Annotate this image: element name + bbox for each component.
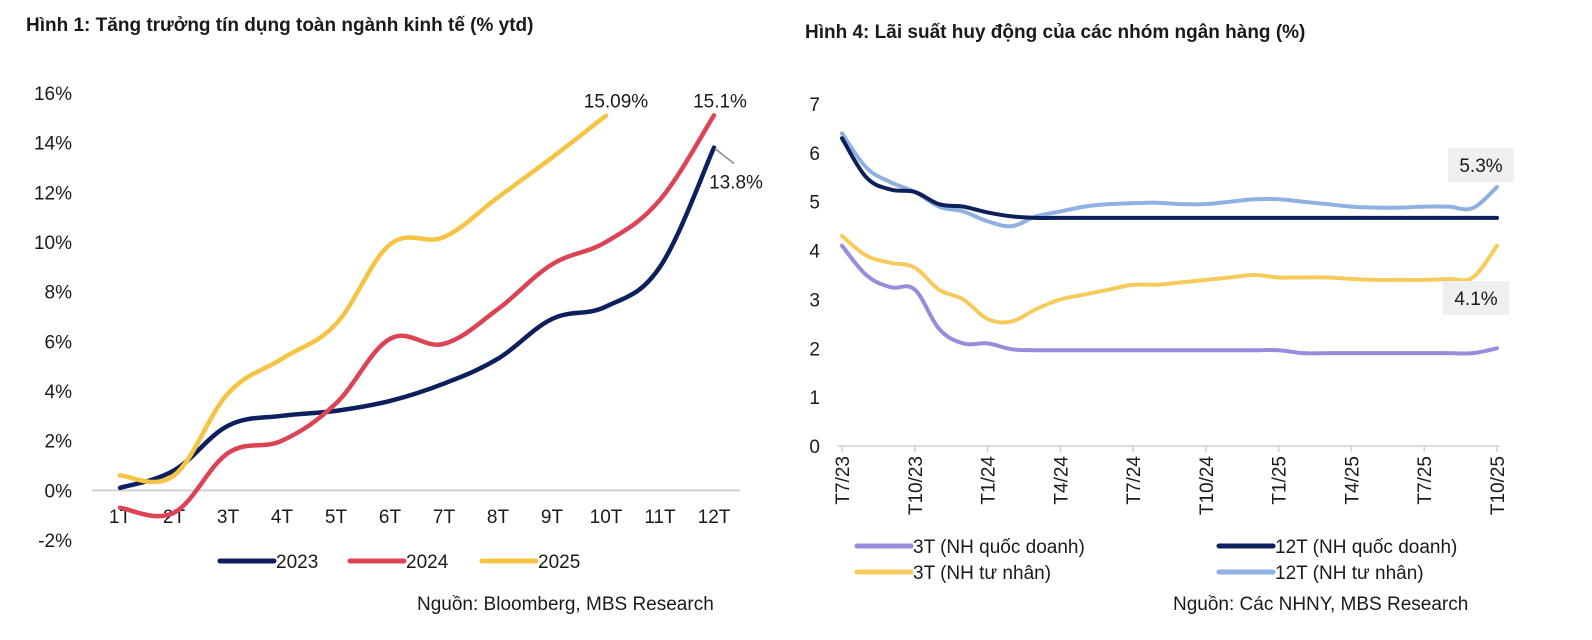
chart2-x-tick: T1/25 xyxy=(1270,456,1291,505)
chart1-x-tick: 9T xyxy=(541,507,564,528)
chart1-y-tick: 0% xyxy=(45,481,73,502)
chart1-x-tick: 10T xyxy=(590,507,623,528)
chart1-title: Hình 1: Tăng trưởng tín dụng toàn ngành … xyxy=(26,15,534,36)
chart2-legend-label: 12T (NH quốc doanh) xyxy=(1275,537,1457,558)
chart2-x-tick: T7/24 xyxy=(1124,456,1145,505)
chart1-series-line-2024 xyxy=(117,113,717,519)
chart2-data-label-box xyxy=(1448,148,1514,182)
chart2-legend-label: 3T (NH quốc doanh) xyxy=(913,537,1085,558)
chart1-x-tick: 3T xyxy=(217,507,240,528)
chart2-title: Hình 4: Lãi suất huy động của các nhóm n… xyxy=(805,22,1306,43)
chart2-y-tick: 7 xyxy=(809,95,820,116)
chart1-x-tick: 8T xyxy=(487,507,510,528)
chart1-data-label: 13.8% xyxy=(709,173,763,194)
chart1-x-tick: 11T xyxy=(644,507,676,528)
chart2-x-tick: T7/23 xyxy=(833,456,854,505)
chart1-y-tick: 14% xyxy=(34,134,72,155)
chart2-series-line-12t-nh-qu-c-doanh xyxy=(840,136,1499,220)
chart2-x-tick: T10/23 xyxy=(906,456,927,515)
chart2-x-tick: T4/25 xyxy=(1342,456,1363,505)
chart2-y-tick: 6 xyxy=(809,144,820,165)
chart2-legend-label: 12T (NH tư nhân) xyxy=(1275,563,1424,584)
chart1-legend-label: 2025 xyxy=(538,552,580,573)
chart2-x-tick: T7/25 xyxy=(1415,456,1436,505)
chart2-series-line-3t-nh-t-nh-n xyxy=(840,233,1499,325)
chart1-data-label: 15.1% xyxy=(693,91,747,112)
chart2-y-tick: 4 xyxy=(809,242,820,263)
chart2-data-label: 5.3% xyxy=(1459,156,1502,177)
chart1-x-tick: 6T xyxy=(379,507,402,528)
chart1-x-tick: 2T xyxy=(163,507,186,528)
chart1-y-tick: -2% xyxy=(38,531,72,552)
chart1-x-tick: 1T xyxy=(109,507,132,528)
chart2-x-tick: T10/25 xyxy=(1488,456,1509,515)
chart1-label-leader-line xyxy=(714,148,735,165)
chart2-x-tick: T4/24 xyxy=(1051,456,1072,505)
chart1-y-tick: 2% xyxy=(45,432,73,453)
chart1-x-tick: 4T xyxy=(271,507,294,528)
chart2-y-tick: 5 xyxy=(809,193,820,214)
chart1-x-tick: 5T xyxy=(325,507,348,528)
chart2-data-label-box xyxy=(1443,281,1509,315)
chart1-y-tick: 6% xyxy=(45,332,73,353)
chart1-x-tick: 12T xyxy=(698,507,731,528)
chart1-y-tick: 16% xyxy=(34,84,72,105)
chart1-source: Nguồn: Bloomberg, MBS Research xyxy=(417,594,714,615)
chart2-source: Nguồn: Các NHNY, MBS Research xyxy=(1173,594,1469,615)
chart1-y-tick: 4% xyxy=(45,382,73,403)
chart1-data-label: 15.09% xyxy=(584,92,649,113)
chart1-plot: -2% 0% 2% 4% 6% 8% 10% 12% 14% 16% 1T 2T 3T 4T 5T 6T 7T 8… xyxy=(34,84,763,573)
chart2-plot: T7/23 T10/23 T1/24 T4/24 T7/24 T10/24 T1/25 T4/… xyxy=(809,95,1514,584)
chart1-y-tick: 8% xyxy=(45,283,73,304)
chart1-legend-label: 2024 xyxy=(406,552,449,573)
chart1-x-tick: 7T xyxy=(433,507,456,528)
chart2-y-tick: 1 xyxy=(809,388,820,409)
chart2-y-tick: 0 xyxy=(809,437,820,458)
chart2-y-tick: 2 xyxy=(809,339,820,360)
chart2-data-label: 4.1% xyxy=(1454,289,1497,310)
chart2-series-line-3t-nh-qu-c-doanh xyxy=(840,243,1499,356)
chart1-y-tick: 12% xyxy=(34,183,72,204)
chart1-series-line-2023 xyxy=(117,145,717,491)
chart1-series-line-2025 xyxy=(117,113,609,485)
chart1-y-tick: 10% xyxy=(34,233,72,254)
chart2-x-tick: T1/24 xyxy=(979,456,1000,505)
chart2-y-tick: 3 xyxy=(809,290,820,311)
chart2-legend-label: 3T (NH tư nhân) xyxy=(913,563,1051,584)
chart2-x-tick: T10/24 xyxy=(1197,456,1218,516)
chart2-series-line-12t-nh-t-nh-n xyxy=(840,131,1499,229)
chart1-legend-label: 2023 xyxy=(276,552,318,573)
